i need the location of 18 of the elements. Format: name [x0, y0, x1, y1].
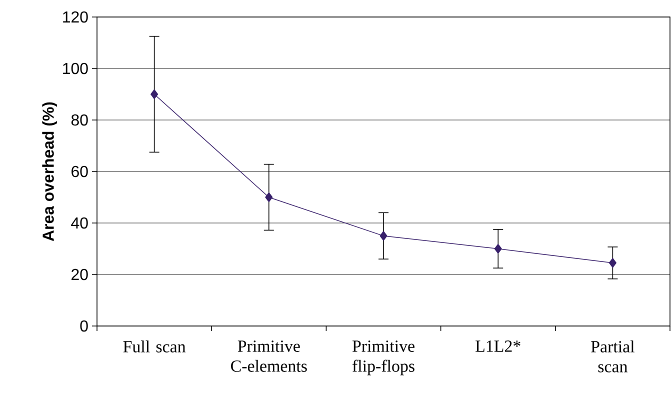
y-tick-label: 100: [63, 62, 88, 74]
x-tick-label: Primitive flip-flops: [352, 340, 414, 376]
y-axis-title: Area overhead (%): [42, 102, 58, 242]
point: [494, 244, 502, 254]
x-tick-label: L1L2*: [476, 340, 520, 352]
point: [608, 258, 616, 268]
point: [380, 230, 388, 241]
y-tick-label: 0: [80, 320, 88, 332]
x-tick-label: Partial scan: [591, 340, 634, 372]
x-tick-label: Primitive C-elements: [231, 340, 307, 372]
y-tick-label: 120: [63, 11, 88, 23]
y-tick-label: 60: [72, 166, 88, 178]
x-tick-label: Full scan: [123, 340, 186, 352]
point: [150, 89, 158, 100]
y-tick-label: 80: [71, 114, 88, 126]
point: [265, 192, 273, 202]
y-tick-label: 20: [72, 268, 88, 280]
y-tick-label: 40: [71, 217, 88, 229]
